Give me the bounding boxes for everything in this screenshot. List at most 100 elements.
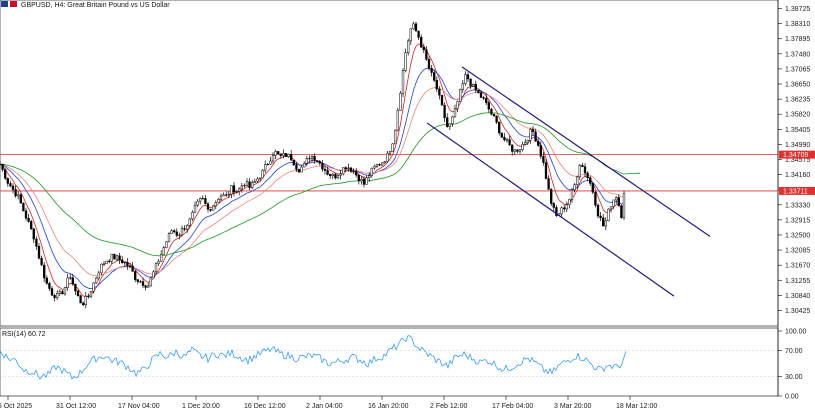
candle-body — [274, 151, 277, 156]
candle-body — [617, 197, 620, 207]
candle-body — [196, 200, 199, 206]
candle-body — [482, 97, 485, 99]
candle-body — [401, 70, 405, 94]
candle-body — [251, 182, 254, 188]
candle-body — [544, 162, 548, 179]
candle-body — [269, 160, 272, 165]
candle-body — [485, 98, 488, 103]
price-tick-label: 1.31670 — [785, 263, 810, 270]
candle-body — [204, 198, 207, 205]
candle-body — [539, 145, 542, 157]
candle-body — [225, 194, 228, 196]
candle-body — [212, 205, 215, 211]
candle-body — [100, 263, 103, 274]
candle-body — [318, 161, 321, 164]
price-tick-label: 1.32915 — [785, 217, 810, 224]
candle-body — [40, 257, 43, 266]
candle-body — [1, 163, 4, 170]
candle-body — [110, 253, 113, 262]
candle-body — [373, 166, 376, 169]
trend-channel-line[interactable] — [461, 66, 711, 237]
candle-body — [102, 263, 106, 265]
candle-body — [612, 199, 615, 207]
candle-body — [591, 183, 594, 193]
candle-body — [271, 155, 275, 162]
candle-body — [526, 140, 529, 143]
candle-body — [22, 202, 25, 212]
time-tick-label: 3 Mar 20:00 — [554, 403, 591, 410]
candle-body — [121, 259, 124, 264]
candle-body — [615, 197, 618, 201]
candle-body — [321, 163, 324, 170]
price-tick-label: 1.30425 — [785, 308, 810, 315]
trend-channel-line[interactable] — [426, 122, 675, 297]
candle-body — [417, 30, 420, 38]
candle-body — [383, 161, 386, 164]
candle-body — [287, 154, 290, 157]
time-tick-label: 1 Dec 20:00 — [182, 403, 220, 410]
candle-body — [128, 265, 132, 267]
candle-body — [531, 129, 535, 133]
price-level-badge — [779, 150, 815, 159]
candle-body — [412, 23, 415, 30]
candle-body — [349, 167, 353, 172]
candle-body — [173, 230, 176, 233]
candle-body — [14, 189, 17, 197]
rsi-title: RSI(14) 60.72 — [2, 331, 46, 338]
candle-body — [555, 207, 558, 216]
candle-body — [180, 228, 184, 236]
candle-body — [45, 277, 48, 284]
candle-body — [206, 203, 210, 210]
candle-body — [334, 173, 337, 179]
candle-body — [581, 165, 584, 167]
candle-body — [209, 208, 212, 211]
price-tick-label: 1.33330 — [785, 202, 810, 209]
price-tick-label: 1.35405 — [785, 127, 810, 134]
candle-body — [178, 234, 181, 236]
candle-body — [147, 285, 150, 288]
price-panel-frame — [0, 0, 779, 327]
candle-body — [414, 23, 418, 32]
ema-fast-line — [0, 43, 625, 297]
price-level-badge — [779, 186, 815, 195]
candle-body — [11, 185, 15, 190]
candle-body — [339, 173, 342, 176]
price-tick-label: 1.37895 — [785, 36, 810, 43]
candle-body — [622, 193, 626, 218]
candle-body — [407, 40, 410, 54]
candle-body — [568, 199, 571, 205]
candle-body — [61, 291, 64, 295]
candle-body — [505, 139, 509, 141]
candle-body — [43, 264, 46, 279]
candle-body — [24, 210, 28, 219]
candle-body — [170, 230, 173, 234]
candle-body — [599, 215, 602, 219]
candle-body — [500, 132, 503, 138]
rsi-tick-label: 70.00 — [785, 348, 803, 355]
candle-body — [409, 28, 412, 42]
rsi-panel: RSI(14) 60.72 — [0, 327, 779, 397]
candle-body — [53, 295, 56, 298]
candle-body — [394, 129, 397, 145]
candle-body — [134, 271, 137, 280]
candle-body — [92, 282, 95, 292]
candle-body — [9, 183, 12, 187]
candle-body — [217, 199, 220, 203]
candle-body — [604, 220, 607, 227]
candle-body — [459, 89, 462, 102]
candle-body — [35, 238, 38, 247]
candle-body — [386, 152, 389, 162]
candle-body — [71, 277, 74, 285]
candle-body — [19, 194, 22, 204]
candle-body — [422, 46, 425, 51]
candle-body — [69, 277, 72, 279]
price-level-badge-label: 1.34709 — [783, 152, 808, 159]
candle-body — [456, 101, 459, 109]
candle-body — [87, 295, 90, 298]
price-tick-label: 1.36650 — [785, 82, 810, 89]
candle-body — [524, 142, 527, 145]
candle-body — [279, 153, 282, 156]
candle-body — [113, 253, 116, 260]
candle-body — [149, 277, 152, 287]
candle-body — [355, 171, 358, 176]
